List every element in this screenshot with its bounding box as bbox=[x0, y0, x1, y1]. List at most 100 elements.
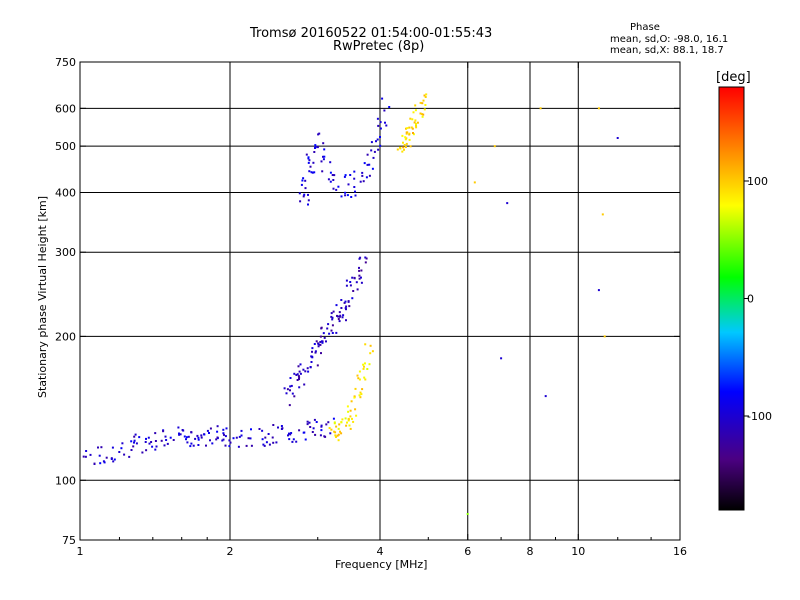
data-point bbox=[268, 443, 271, 446]
data-point bbox=[290, 384, 293, 387]
data-point bbox=[100, 446, 103, 449]
data-point bbox=[408, 133, 411, 136]
data-point bbox=[396, 148, 399, 151]
data-point bbox=[316, 146, 319, 149]
data-point bbox=[597, 289, 600, 292]
data-point bbox=[352, 290, 355, 292]
data-point bbox=[334, 434, 337, 437]
data-point bbox=[413, 121, 416, 124]
data-point bbox=[339, 430, 341, 433]
data-point bbox=[366, 368, 369, 370]
data-point bbox=[311, 431, 314, 433]
data-point bbox=[222, 428, 225, 431]
x-tick-label: 16 bbox=[673, 545, 687, 558]
data-point bbox=[399, 146, 401, 149]
data-point bbox=[335, 304, 338, 307]
data-point bbox=[322, 155, 324, 158]
data-point bbox=[353, 186, 356, 188]
grid bbox=[80, 62, 680, 540]
data-point bbox=[346, 421, 348, 424]
data-point bbox=[365, 176, 368, 179]
data-point bbox=[309, 165, 312, 168]
data-point bbox=[370, 149, 373, 152]
data-point bbox=[298, 378, 300, 381]
data-point bbox=[379, 136, 381, 138]
colorbar-ticks: 100 0 -100 bbox=[744, 175, 772, 423]
data-point bbox=[250, 444, 253, 447]
data-point bbox=[333, 430, 336, 433]
data-point bbox=[351, 276, 354, 279]
data-point bbox=[330, 428, 333, 431]
data-point bbox=[360, 281, 363, 284]
data-point bbox=[421, 115, 424, 118]
data-point bbox=[85, 450, 88, 452]
data-point bbox=[401, 134, 404, 137]
data-point bbox=[292, 438, 295, 441]
data-point bbox=[186, 441, 189, 444]
data-point bbox=[215, 438, 218, 441]
data-point bbox=[135, 442, 138, 445]
data-point bbox=[123, 453, 126, 456]
data-point bbox=[345, 305, 348, 308]
data-point bbox=[341, 418, 344, 421]
data-point bbox=[416, 121, 419, 124]
data-point bbox=[358, 257, 361, 260]
data-point bbox=[330, 329, 333, 332]
data-point bbox=[225, 427, 228, 430]
data-point bbox=[319, 343, 322, 346]
data-point bbox=[321, 341, 324, 344]
data-point bbox=[307, 199, 310, 202]
data-point bbox=[304, 187, 307, 190]
data-point bbox=[302, 195, 305, 198]
data-point bbox=[358, 378, 361, 381]
data-point bbox=[415, 124, 417, 127]
data-point bbox=[365, 257, 368, 260]
data-point bbox=[190, 442, 193, 445]
data-point bbox=[315, 340, 318, 343]
data-point bbox=[347, 300, 350, 303]
data-point bbox=[258, 428, 261, 430]
data-point bbox=[355, 414, 358, 417]
y-tick-label: 75 bbox=[62, 534, 76, 547]
data-point bbox=[179, 433, 182, 436]
data-point bbox=[360, 276, 362, 279]
data-point bbox=[154, 440, 157, 442]
data-point bbox=[423, 94, 426, 97]
data-point bbox=[163, 444, 166, 447]
data-point bbox=[307, 193, 309, 196]
data-point bbox=[164, 435, 167, 438]
data-point bbox=[385, 124, 388, 127]
data-point bbox=[312, 161, 315, 164]
data-point bbox=[364, 378, 367, 381]
data-point bbox=[341, 316, 344, 319]
data-point bbox=[228, 445, 231, 448]
data-point bbox=[335, 425, 338, 428]
data-point bbox=[110, 457, 113, 460]
data-point bbox=[344, 417, 347, 420]
data-point bbox=[99, 462, 102, 465]
data-point bbox=[601, 213, 604, 216]
data-point bbox=[316, 364, 319, 367]
data-point bbox=[347, 419, 350, 422]
series-e-f-trace-low-o- bbox=[82, 417, 335, 465]
data-point bbox=[200, 436, 203, 439]
data-point bbox=[345, 308, 347, 311]
data-point bbox=[182, 429, 185, 432]
data-point bbox=[178, 433, 181, 436]
data-point bbox=[308, 421, 311, 424]
data-point bbox=[329, 161, 332, 164]
data-point bbox=[408, 126, 411, 129]
data-point bbox=[185, 438, 187, 441]
data-point bbox=[363, 365, 365, 368]
data-point bbox=[194, 437, 197, 440]
data-point bbox=[322, 332, 325, 335]
data-point bbox=[118, 451, 121, 453]
data-point bbox=[405, 127, 407, 130]
data-point bbox=[299, 200, 302, 203]
data-point bbox=[310, 171, 313, 174]
data-point bbox=[414, 109, 417, 112]
data-point bbox=[350, 400, 353, 403]
data-point bbox=[313, 343, 316, 345]
data-point bbox=[353, 395, 356, 398]
